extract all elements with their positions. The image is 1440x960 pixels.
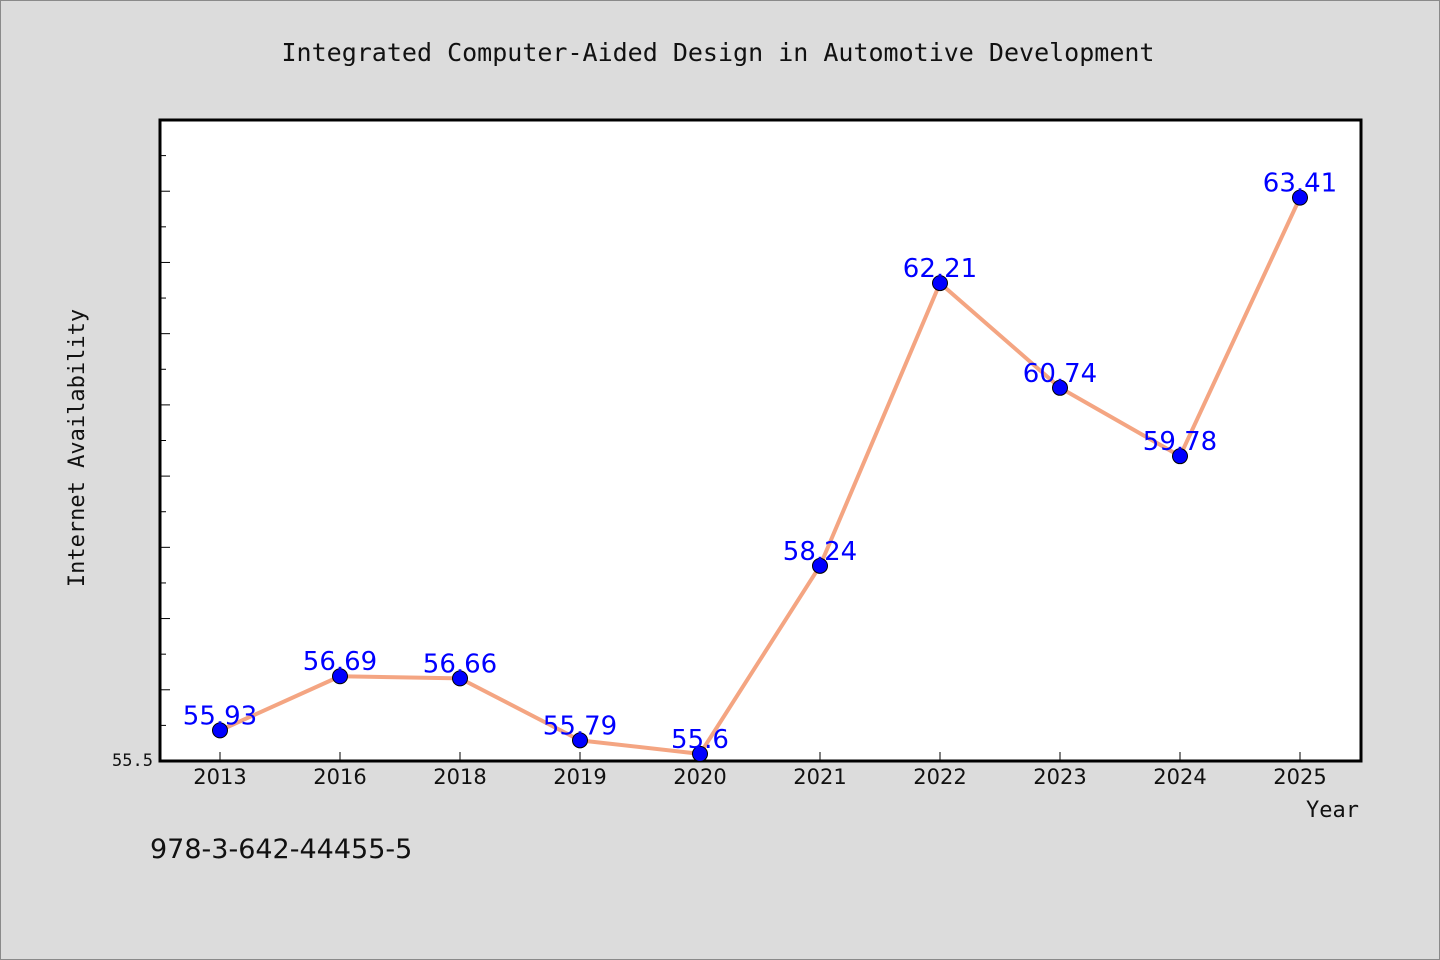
x-tick-label: 2025 [1273,765,1326,789]
x-tick-label: 2018 [433,765,486,789]
series-line-group [218,195,1302,756]
y-tick-label: 55.5 [112,751,153,771]
x-axis-label: Year [1306,798,1359,823]
x-tick-label: 2019 [553,765,606,789]
x-tick-label: 2023 [1033,765,1086,789]
data-point [692,745,708,762]
data-label: 58.24 [783,537,857,567]
data-label: 59.78 [1143,427,1217,457]
x-tick-label: 2021 [793,765,846,789]
y-axis-label: Internet Availability [65,309,90,587]
data-label: 60.74 [1023,359,1097,389]
plot-area [158,118,1363,763]
data-point [452,670,468,687]
data-point [212,722,228,739]
x-tick-label: 2016 [313,765,366,789]
data-labels: 55.93 56.69 56.66 55.79 55.6 58.24 62.21 60.74 5… [183,169,1337,755]
chart-title: Integrated Computer-Aided Design in Auto… [282,38,1155,67]
data-point [572,732,588,749]
data-point [1292,189,1308,206]
x-tick-labels: 2013 2016 2018 2019 2020 2021 2022 2023 2024 2025 [193,765,1326,789]
x-tick-label: 2022 [913,765,966,789]
data-point [332,668,348,685]
series-line [218,195,1302,756]
y-axis-ticks [160,155,170,726]
data-point [812,557,828,574]
x-tick-label: 2020 [673,765,726,789]
data-label: 55.6 [671,725,729,755]
data-point [932,275,948,292]
data-label: 56.66 [423,649,497,679]
data-label: 63.41 [1263,169,1337,199]
data-points [212,189,1308,762]
isbn-caption: 978-3-642-44455-5 [150,834,413,865]
x-tick-label: 2024 [1153,765,1206,789]
data-label: 55.93 [183,701,257,731]
data-point [1172,448,1188,465]
data-label: 62.21 [903,254,977,284]
data-label: 56.69 [303,647,377,677]
data-point [1052,379,1068,396]
data-label: 55.79 [543,711,617,741]
x-tick-label: 2013 [193,765,246,789]
